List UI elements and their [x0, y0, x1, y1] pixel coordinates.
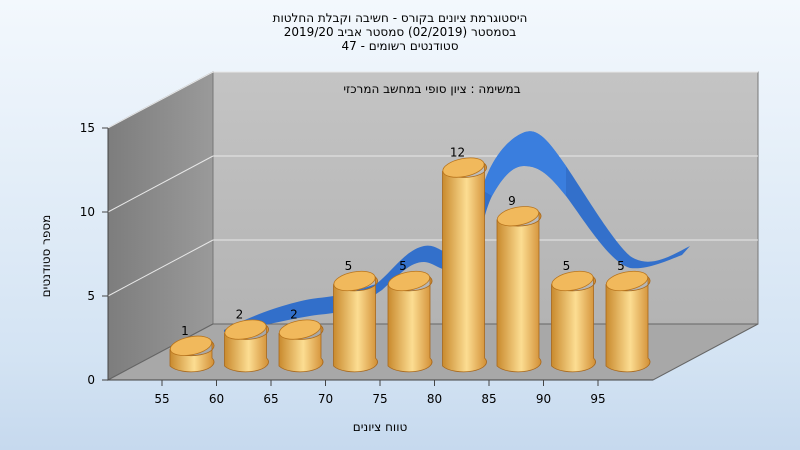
y-axis-ticks: 0 5 10 15 [80, 121, 108, 387]
bar-top-cap [169, 335, 213, 356]
title-line-1: היסטוגרמת ציונים בקורס - חשיבה וקבלת החל… [273, 11, 528, 25]
bar-top-cap [605, 270, 649, 292]
bar-top-cap [224, 319, 267, 340]
chart-title: היסטוגרמת ציונים בקורס - חשיבה וקבלת החל… [273, 11, 528, 53]
bar-value-label: 2 [290, 308, 298, 322]
ribbon-series-highlight [482, 131, 566, 196]
y-tick-label: 15 [80, 121, 95, 135]
floor [107, 323, 759, 381]
x-tick-label: 75 [372, 392, 387, 406]
bar-body [605, 276, 651, 373]
bar-top-cap [333, 270, 376, 292]
x-tick-label: 85 [481, 392, 496, 406]
chart-subtitle: במשימה : ציון סופי במחשב המרכזי [343, 82, 520, 96]
bar [551, 270, 596, 373]
gridline-side [107, 71, 214, 129]
x-tick-label: 55 [154, 392, 169, 406]
bar-top-cap [442, 157, 485, 178]
y-tick-label: 0 [87, 373, 95, 387]
bar-value-label: 5 [399, 259, 407, 273]
bar-top-cap [551, 270, 594, 292]
bar-value-label: 5 [617, 259, 625, 273]
bar [278, 319, 324, 373]
x-tick-label: 70 [318, 392, 333, 406]
gridline-side [107, 239, 214, 297]
bar-value-label: 5 [345, 259, 353, 273]
bar-value-label: 1 [181, 324, 189, 338]
bar-top-cap [496, 206, 540, 227]
bar-body [387, 276, 433, 373]
bar [442, 157, 487, 373]
x-tick-label: 90 [536, 392, 551, 406]
y-tick-label: 10 [80, 205, 95, 219]
bar [333, 270, 378, 373]
bar [387, 270, 433, 373]
x-axis-label: טווח ציונים [353, 420, 408, 434]
bar-body [551, 276, 596, 373]
bar-body [333, 276, 378, 373]
bar-body [442, 162, 487, 373]
bar-value-label: 9 [508, 194, 516, 208]
y-axis-label: מספר סטודנטים [39, 215, 53, 298]
x-axis-ticks: 55 60 65 70 75 80 85 90 95 [154, 380, 606, 406]
bar [224, 319, 269, 373]
bar [496, 206, 542, 373]
gridline-side [107, 155, 214, 213]
bar [605, 270, 651, 373]
bar-value-label: 2 [236, 308, 244, 322]
x-tick-label: 95 [590, 392, 605, 406]
x-tick-label: 65 [263, 392, 278, 406]
gridlines [107, 71, 758, 297]
ribbon-series [224, 131, 690, 332]
y-tick-label: 5 [87, 289, 95, 303]
bar-value-label: 5 [563, 259, 571, 273]
bar-value-label: 12 [450, 146, 465, 160]
bar-top-cap [278, 319, 322, 340]
x-tick-label: 80 [427, 392, 442, 406]
bar-top-cap [387, 270, 431, 292]
bar [169, 335, 215, 373]
bar-body [496, 211, 542, 373]
title-line-3: סטודנטים רשומים - 47 [341, 39, 458, 53]
title-line-2: בסמסטר (02/2019) סמסטר אביב 2019/20 [284, 25, 516, 39]
x-tick-label: 60 [209, 392, 224, 406]
